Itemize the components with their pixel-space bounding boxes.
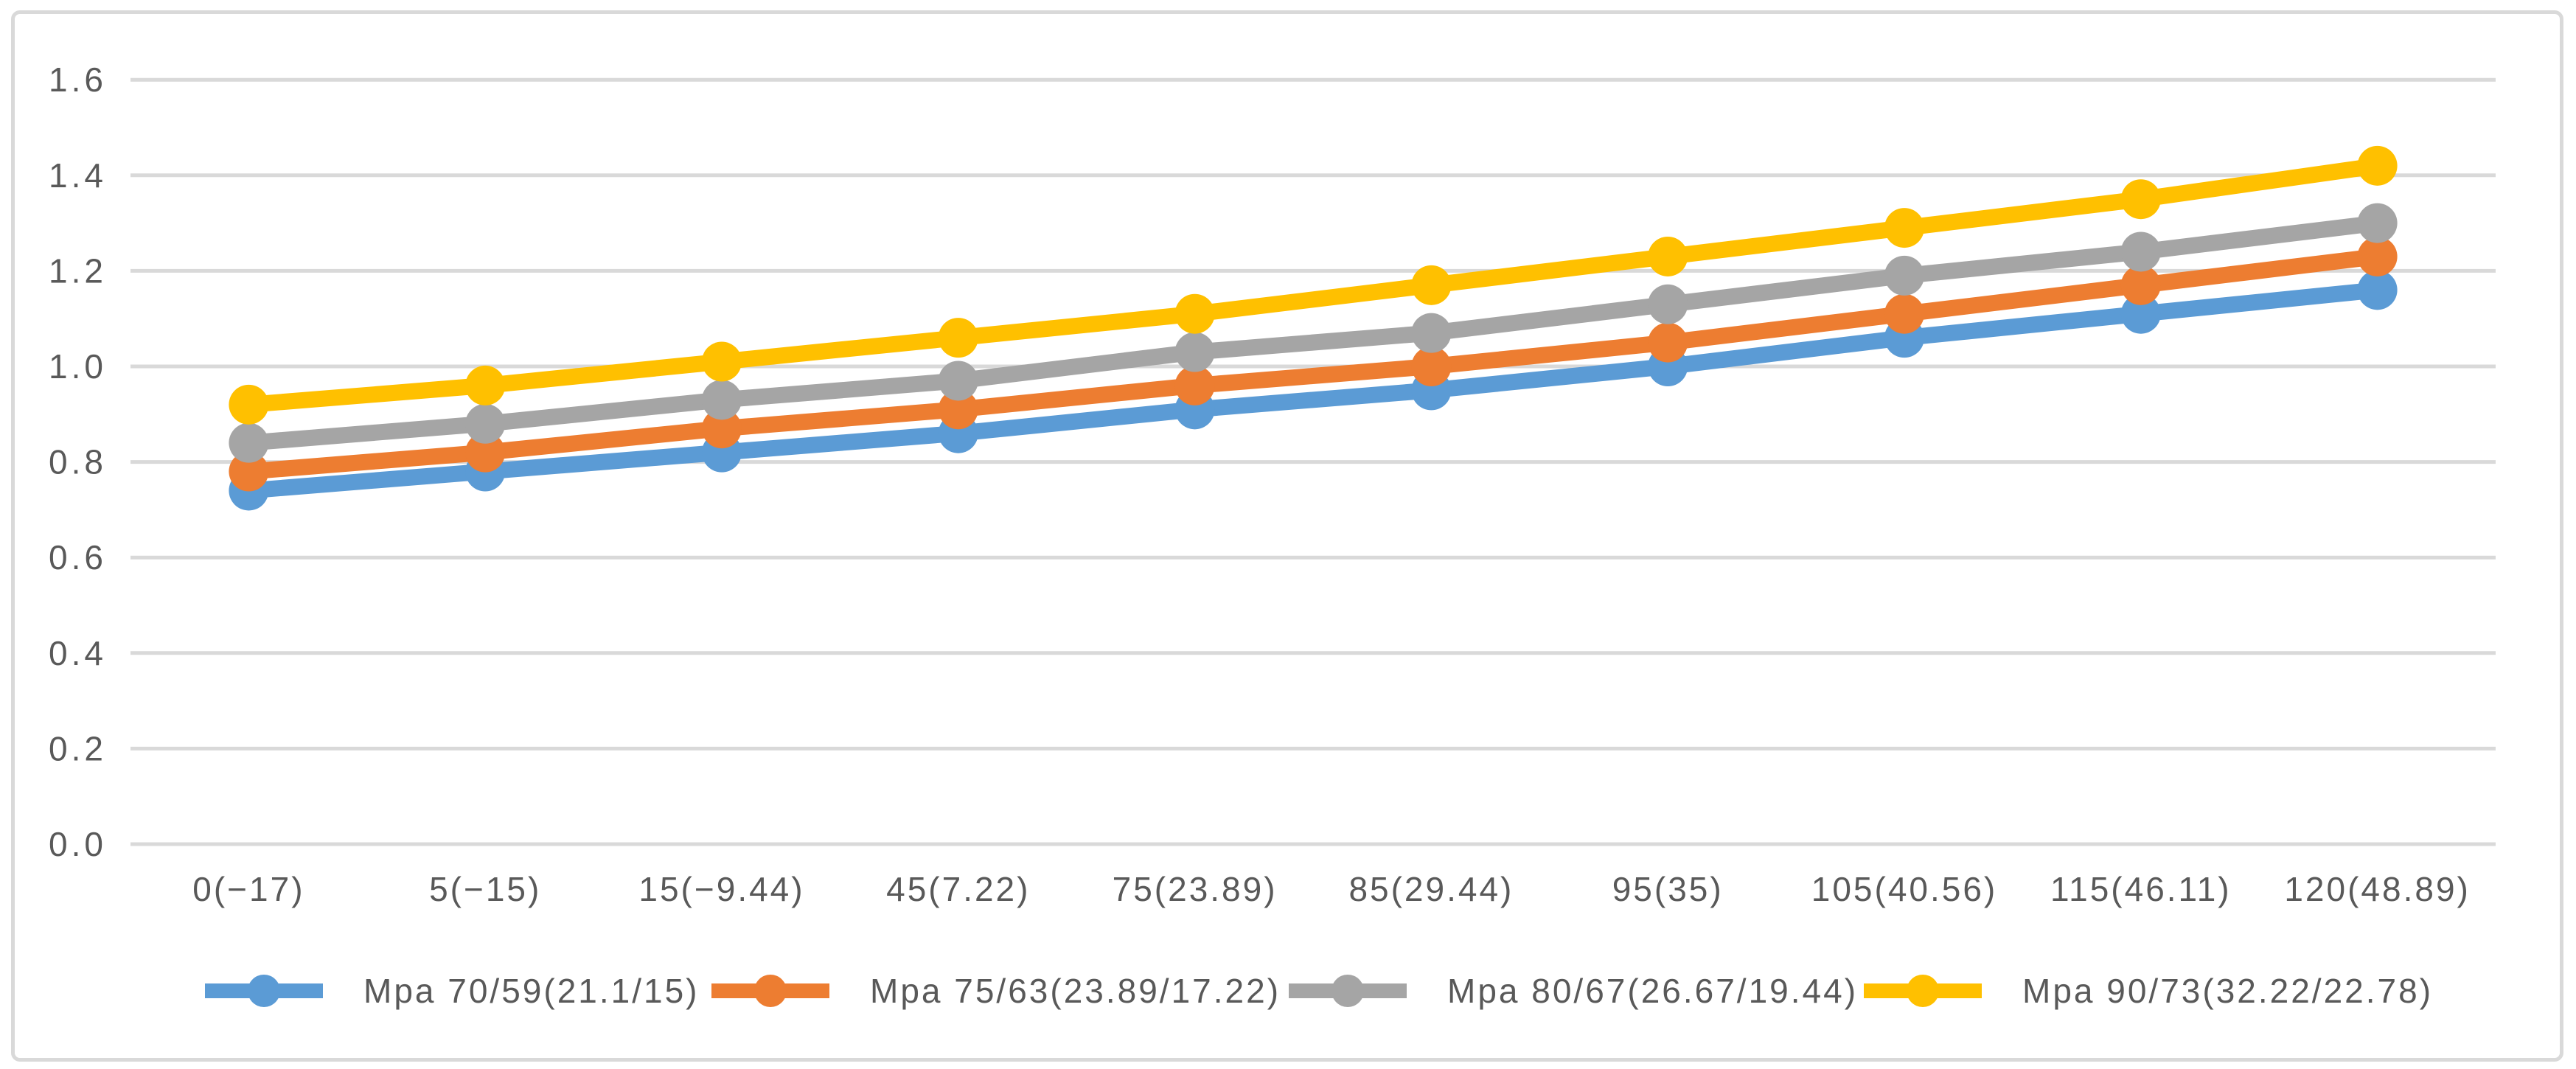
data-point-series3-cat8[interactable] [2120,179,2161,220]
y-tick-label-0.2: 0.2 [49,729,107,767]
x-tick-label-7: 105(40.56) [1811,870,1998,908]
x-tick-label-8: 115(46.11) [2050,870,2232,908]
data-point-series0-cat8[interactable] [2120,293,2161,334]
data-point-series2-cat6[interactable] [1648,284,1688,324]
data-point-series2-cat1[interactable] [465,403,506,444]
legend-label-2: Mpa 80/67(26.67/19.44) [1447,972,1858,1010]
data-point-series3-cat7[interactable] [1884,208,1924,248]
data-point-series1-cat4[interactable] [1174,365,1215,405]
data-point-series3-cat3[interactable] [938,318,978,358]
data-point-series1-cat8[interactable] [2120,265,2161,305]
data-point-series2-cat0[interactable] [229,422,269,463]
data-point-series3-cat6[interactable] [1648,236,1688,276]
data-point-series1-cat3[interactable] [938,389,978,430]
legend-label-3: Mpa 90/73(32.22/22.78) [2022,972,2433,1010]
series-line-2[interactable] [240,215,2386,451]
data-point-series3-cat2[interactable] [702,341,742,382]
legend-item-3[interactable]: Mpa 90/73(32.22/22.78) [1864,972,2433,1010]
data-point-series1-cat1[interactable] [465,432,506,473]
x-tick-label-2: 15(−9.44) [638,870,804,908]
legend-item-1[interactable]: Mpa 75/63(23.89/17.22) [711,972,1281,1010]
data-point-series1-cat7[interactable] [1884,293,1924,334]
legend-marker-point-2 [1331,975,1364,1007]
legend-item-0[interactable]: Mpa 70/59(21.1/15) [205,972,700,1010]
data-point-series2-cat7[interactable] [1884,255,1924,296]
data-point-series3-cat4[interactable] [1174,293,1215,334]
legend-label-0: Mpa 70/59(21.1/15) [363,972,700,1010]
data-point-series0-cat9[interactable] [2357,270,2398,310]
y-axis-tick-labels: 0.0 0.2 0.4 0.6 0.8 1.0 1.2 1.4 1.6 [49,60,107,863]
legend-marker-point-1 [754,975,787,1007]
data-point-series2-cat8[interactable] [2120,231,2161,272]
data-point-series3-cat9[interactable] [2357,145,2398,186]
data-point-series3-cat0[interactable] [229,384,269,425]
x-tick-label-6: 95(35) [1612,870,1724,908]
legend: Mpa 70/59(21.1/15) Mpa 75/63(23.89/17.22)… [205,972,2433,1010]
data-point-series2-cat2[interactable] [702,380,742,420]
x-tick-label-1: 5(−15) [429,870,541,908]
y-tick-label-1.0: 1.0 [49,347,107,386]
data-point-series1-cat9[interactable] [2357,236,2398,276]
legend-item-2[interactable]: Mpa 80/67(26.67/19.44) [1289,972,1858,1010]
x-tick-label-3: 45(7.22) [886,870,1030,908]
data-point-series2-cat5[interactable] [1411,313,1452,353]
y-tick-label-0.4: 0.4 [49,634,107,672]
series-line-0[interactable] [240,282,2386,499]
legend-marker-point-0 [248,975,280,1007]
data-point-series1-cat2[interactable] [702,408,742,449]
x-tick-label-5: 85(29.44) [1348,870,1514,908]
y-tick-label-1.4: 1.4 [49,156,107,195]
legend-label-1: Mpa 75/63(23.89/17.22) [870,972,1281,1010]
x-tick-label-9: 120(48.89) [2284,870,2471,908]
data-point-series3-cat5[interactable] [1411,265,1452,305]
data-point-series1-cat6[interactable] [1648,322,1688,363]
data-point-series1-cat5[interactable] [1411,347,1452,386]
x-tick-label-4: 75(23.89) [1113,870,1278,908]
series-line-3[interactable] [240,157,2386,413]
y-tick-label-1.2: 1.2 [49,251,107,290]
legend-marker-point-3 [1907,975,1939,1007]
series-plot-area [229,145,2398,511]
series-line-1[interactable] [240,248,2386,480]
data-point-series2-cat9[interactable] [2357,203,2398,243]
data-point-series2-cat4[interactable] [1174,332,1215,372]
x-tick-label-0: 0(−17) [192,870,304,908]
y-tick-label-1.6: 1.6 [49,60,107,99]
y-tick-label-0.8: 0.8 [49,443,107,481]
data-point-series1-cat0[interactable] [229,451,269,492]
x-axis-tick-labels: 0(−17) 5(−15) 15(−9.44) 45(7.22) 75(23.89) 85… [192,870,2471,908]
y-tick-label-0.0: 0.0 [49,825,107,863]
y-tick-label-0.6: 0.6 [49,538,107,577]
data-point-series3-cat1[interactable] [465,365,506,405]
data-point-series2-cat3[interactable] [938,361,978,401]
